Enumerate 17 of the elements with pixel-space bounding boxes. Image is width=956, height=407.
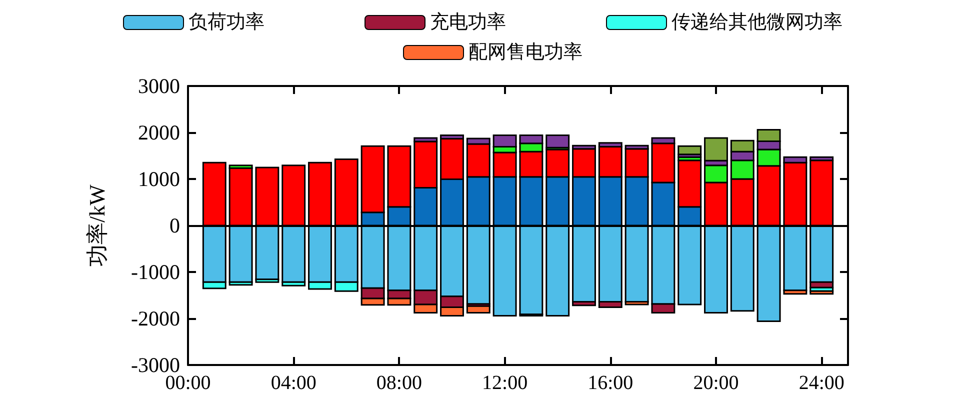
y-tick-label: 1000	[138, 167, 180, 191]
legend-label: 配网售电功率	[468, 41, 582, 63]
x-tick-label: 16:00	[588, 372, 634, 394]
y-tick-label: 0	[170, 214, 180, 238]
legend-label: 传递给其他微网功率	[672, 11, 842, 33]
y-tick-label: 3000	[138, 74, 180, 98]
x-tick-label: 20:00	[693, 372, 739, 394]
legend-label: 负荷功率	[188, 11, 264, 33]
y-tick-label: -1000	[131, 260, 180, 284]
y-tick-label: -2000	[131, 306, 180, 330]
x-tick-label: 24:00	[798, 372, 844, 394]
y-axis-title: 功率/kW	[84, 184, 110, 266]
x-tick-label: 12:00	[482, 372, 528, 394]
y-tick-label: 2000	[138, 120, 180, 144]
x-tick-label: 04:00	[270, 372, 316, 394]
legend-label: 充电功率	[430, 11, 506, 33]
x-tick-label: 08:00	[376, 372, 422, 394]
